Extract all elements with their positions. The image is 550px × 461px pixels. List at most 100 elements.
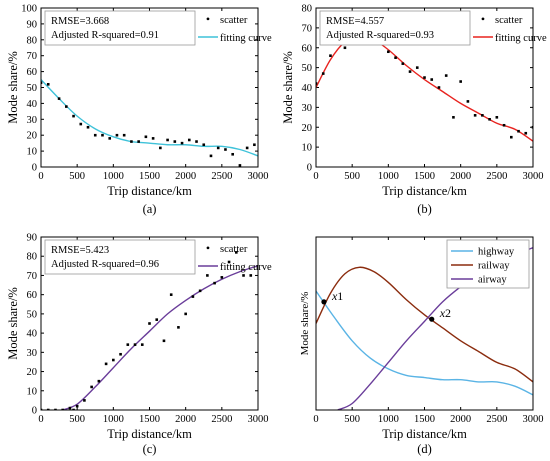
x-tick-label: 1000 (103, 171, 124, 182)
y-tick-label: 30 (27, 115, 38, 126)
panel-b: 0 500 1000 1500 2000 2500 3000 0 10 20 30 40 50 60 70 8… (281, 4, 547, 217)
scatter-point (61, 408, 64, 410)
panel-c: 0 500 1000 1500 2000 2500 3000 0 10 20 30 40 50 60 70 8… (6, 233, 272, 457)
stat-line: RMSE=4.557 (326, 16, 384, 27)
y-tick-label: 80 (302, 4, 313, 15)
scatter-point (155, 318, 159, 321)
scatter-point (220, 276, 224, 279)
scatter-point (216, 146, 220, 150)
scatter-point (41, 81, 43, 85)
scatter-point (415, 66, 419, 69)
scatter-point (481, 114, 484, 117)
y-tick-label: 30 (302, 103, 313, 114)
scatter-point (41, 408, 43, 410)
panel-d: 0 500 1000 1500 2000 2500 3000 Trip distance/km… (299, 236, 544, 456)
x-tick-label: 0 (38, 171, 43, 182)
x-tick-label: 1500 (139, 414, 160, 425)
scatter-point (119, 352, 122, 356)
y-tick-label: 10 (302, 143, 313, 154)
scatter-point (130, 140, 133, 143)
y-tick-label: 90 (27, 233, 38, 244)
stat-line: Adjusted R-squared=0.96 (51, 259, 159, 270)
y-tick-label: 70 (27, 51, 38, 62)
intersection-label: x1 (331, 289, 343, 303)
scatter-point (144, 135, 148, 139)
scatter-point (253, 143, 256, 147)
scatter-point (140, 343, 144, 346)
x-tick-label: 2500 (486, 171, 507, 182)
scatter-point (231, 152, 234, 156)
intersection-label-var: x (439, 306, 446, 320)
x-tick-label: 3000 (523, 414, 544, 425)
scatter-point (162, 339, 166, 343)
scatter-point (459, 80, 462, 83)
scatter-point (524, 131, 528, 135)
y-tick-label: 90 (27, 19, 38, 30)
scatter-point (112, 358, 115, 362)
panel-a: 0 500 1000 1500 2000 2500 3000 0 10 20 30 40 50 60 70 8… (6, 4, 272, 217)
scatter-point (408, 70, 412, 73)
panel-label: (c) (143, 442, 157, 456)
scatter-point (495, 116, 499, 119)
y-tick-label: 10 (27, 147, 38, 158)
legend-label-airway: airway (478, 275, 507, 286)
x-tick-label: 0 (38, 414, 43, 425)
y-tick-label: 40 (27, 329, 38, 340)
legend-scatter-label: scatter (495, 15, 523, 26)
x-tick-label: 2500 (211, 414, 232, 425)
x-tick-label: 500 (344, 171, 360, 182)
scatter-point (90, 385, 93, 389)
scatter-point (238, 164, 242, 167)
x-tick-label: 1500 (139, 171, 160, 182)
x-tick-label: 2500 (486, 414, 507, 425)
scatter-point (75, 404, 79, 408)
x-tick-label: 1500 (414, 171, 435, 182)
y-tick-label: 50 (27, 83, 38, 94)
x-axis-title: Trip distance/km (107, 184, 192, 198)
scatter-point (242, 274, 245, 277)
intersection-marker (321, 299, 327, 305)
y-tick-label: 60 (302, 43, 313, 54)
x-tick-label: 2000 (175, 414, 196, 425)
y-tick-label: 0 (32, 406, 37, 417)
x-tick-label: 1000 (378, 414, 399, 425)
plot-area (41, 79, 258, 167)
scatter-point (184, 312, 187, 316)
scatter-point (133, 343, 137, 346)
scatter-point (245, 146, 249, 150)
plot-frame (40, 7, 259, 168)
scatter-point (54, 408, 57, 410)
legend-scatter-label: scatter (220, 244, 248, 255)
scatter-point (329, 54, 332, 57)
x-tick-label: 3000 (248, 171, 269, 182)
stats-box (44, 10, 196, 46)
y-tick-label: 60 (27, 290, 38, 301)
y-tick-label: 20 (27, 367, 38, 378)
scatter-point (148, 322, 151, 325)
scatter-point (227, 260, 231, 264)
y-tick-label: 100 (21, 4, 37, 15)
scatter-point (159, 146, 162, 150)
x-tick-label: 500 (344, 414, 360, 425)
x-tick-label: 500 (69, 414, 85, 425)
scatter-point (452, 116, 455, 119)
x-tick-label: 0 (313, 171, 318, 182)
y-tick-label: 10 (27, 386, 38, 397)
y-tick-label: 30 (27, 348, 38, 359)
x-tick-label: 2000 (450, 414, 471, 425)
scatter-point (213, 281, 216, 285)
legend-box (446, 239, 530, 289)
intersection-marker (429, 316, 435, 322)
y-tick-label: 80 (27, 35, 38, 46)
y-tick-label: 0 (307, 163, 312, 174)
y-tick-label: 50 (27, 309, 38, 320)
scatter-point (510, 135, 513, 139)
stat-line: Adjusted R-squared=0.91 (51, 30, 159, 41)
stat-line: RMSE=3.668 (51, 16, 109, 27)
scatter-point (387, 50, 390, 54)
x-axis-title: Trip distance/km (382, 184, 467, 198)
scatter-point (151, 137, 155, 140)
scatter-point (394, 56, 397, 59)
scatter-point (202, 143, 206, 147)
